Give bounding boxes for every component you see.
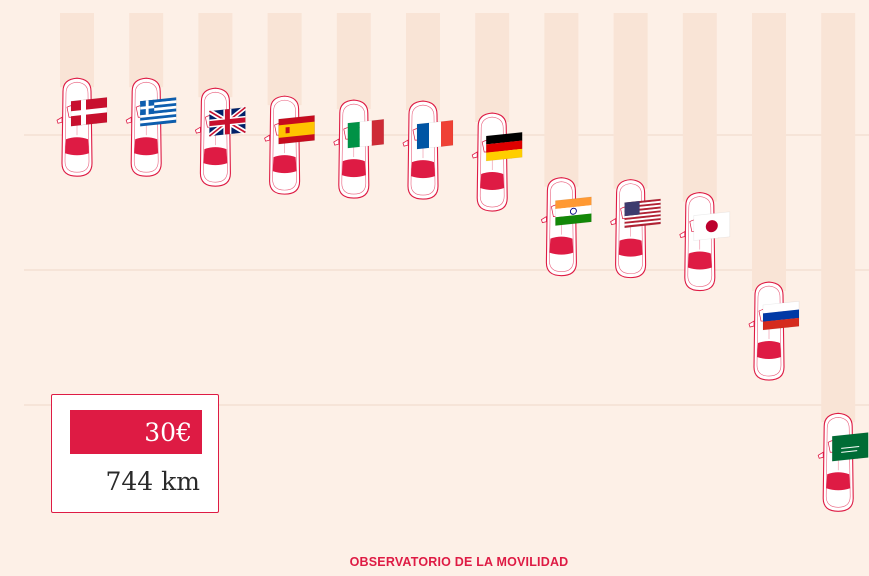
bar-track <box>267 13 302 106</box>
car-marker <box>333 99 385 199</box>
car-markers <box>56 77 869 512</box>
bar-track <box>129 13 164 88</box>
car-marker <box>125 77 177 177</box>
car-window <box>341 159 366 178</box>
legend-price: 30€ <box>70 410 202 454</box>
car-window <box>618 238 643 257</box>
car-window <box>134 137 159 156</box>
flag-spain-icon <box>278 115 315 145</box>
bar-track <box>752 13 786 292</box>
car-window <box>549 236 574 255</box>
car-window <box>687 251 712 270</box>
car-marker <box>610 179 661 279</box>
car-marker <box>402 100 454 200</box>
flag-saudi-arabia-icon <box>831 432 869 462</box>
car-marker <box>748 281 800 381</box>
car-marker <box>471 112 523 212</box>
bar-track <box>336 13 371 110</box>
source-footer: OBSERVATORIO DE LA MOVILIDAD <box>349 555 569 569</box>
bar-track <box>544 13 579 187</box>
car-window <box>826 472 851 491</box>
flag-italy-icon <box>347 118 385 149</box>
car-marker <box>264 95 315 195</box>
bar-track <box>198 13 233 98</box>
car-marker <box>56 77 108 177</box>
flag-uk-icon <box>207 105 247 139</box>
flag-germany-icon <box>485 131 523 162</box>
flag-usa-icon <box>624 198 661 228</box>
bar-track <box>60 13 94 88</box>
bar-track <box>682 13 717 202</box>
flag-india-icon <box>555 196 592 226</box>
flag-japan-icon <box>693 211 731 241</box>
car-window <box>203 147 228 166</box>
car-window <box>272 155 297 174</box>
bar-track <box>613 13 648 189</box>
car-marker <box>540 177 592 277</box>
car-marker <box>194 87 247 187</box>
flag-russia-icon <box>762 300 800 331</box>
legend-distance: 744 km <box>105 467 200 496</box>
car-window <box>65 137 89 156</box>
flag-denmark-icon <box>70 97 108 127</box>
bar-track <box>406 13 440 111</box>
car-marker <box>817 412 869 512</box>
car-marker <box>679 192 731 292</box>
bar-tracks <box>60 13 856 423</box>
bar-track <box>821 13 856 423</box>
flag-greece-icon <box>139 97 177 127</box>
car-window <box>411 160 435 179</box>
legend-box: 30€ 744 km <box>51 394 219 513</box>
bar-track <box>475 13 510 123</box>
car-window <box>480 172 505 191</box>
flag-france-icon <box>416 119 454 150</box>
car-window <box>757 341 781 360</box>
